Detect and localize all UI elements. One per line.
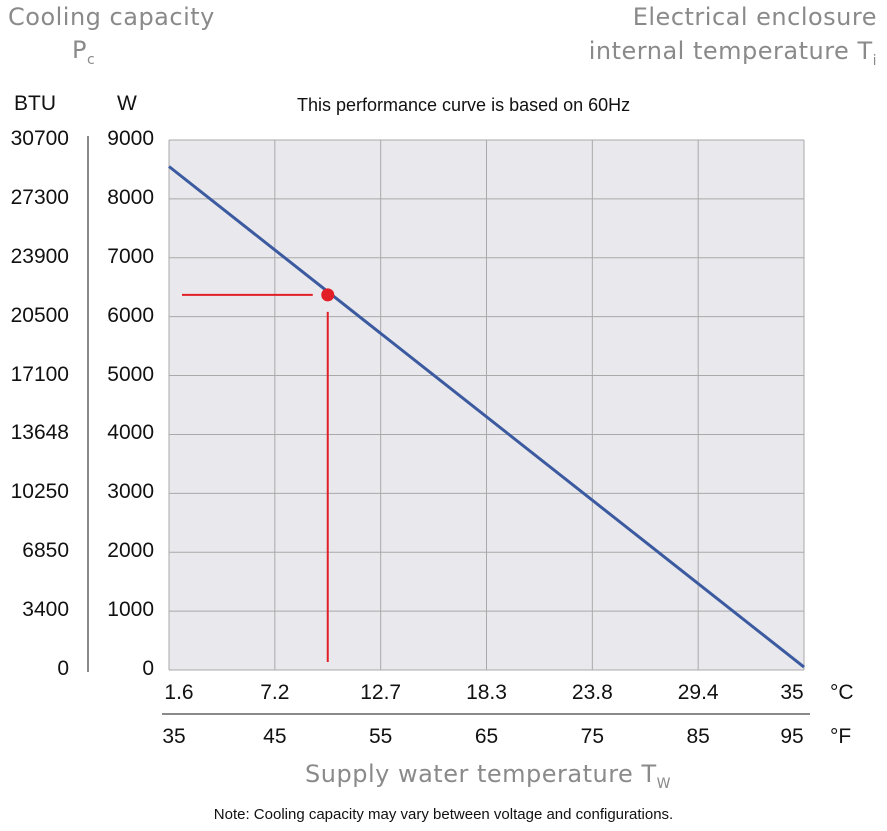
celsius-unit: °C [830,681,854,704]
y-tick-watt: 9000 [107,127,154,150]
internal-temperature-line1: Electrical enclosure [632,3,877,31]
x-tick-celsius: 12.7 [360,681,402,704]
x-tick-celsius: 1.6 [164,681,194,704]
x-tick-celsius: 7.2 [260,681,290,704]
y-axis-title-text: Cooling capacity [8,3,215,31]
btu-unit-label: BTU [14,92,56,115]
y-tick-btu: 10250 [10,480,69,504]
reading-point-marker [321,288,335,302]
x-tick-celsius: 18.3 [466,681,507,704]
internal-temperature-line2: internal temperature Ti [588,37,877,69]
x-tick-fahrenheit: 65 [474,725,499,748]
x-tick-fahrenheit: 85 [686,725,710,748]
x-tick-celsius: 35 [780,681,804,704]
y-tick-watt: 1000 [107,598,154,622]
y-tick-watt: 0 [142,657,154,680]
y-tick-btu: 20500 [10,303,69,327]
x-tick-fahrenheit: 35 [162,725,186,748]
frequency-note: This performance curve is based on 60Hz [297,95,631,115]
cooling-capacity-line [168,165,805,669]
y-tick-btu: 27300 [10,185,69,209]
y-tick-btu: 30700 [10,127,69,150]
grid-lines [168,139,805,671]
y-tick-btu: 6850 [22,539,69,563]
reading-guide-lines [182,293,329,662]
y-tick-btu: 13648 [10,421,69,445]
x-tick-fahrenheit: 95 [780,725,804,748]
x-tick-fahrenheit: 55 [368,725,393,748]
y-tick-watt: 2000 [107,539,154,563]
y-axis-symbol: Pc [72,36,96,68]
y-tick-btu: 3400 [22,598,69,622]
y-tick-watt: 5000 [107,362,154,386]
x-tick-celsius: 29.4 [677,681,719,704]
y-tick-watt: 4000 [107,421,154,445]
x-axis-title: Supply water temperature TW [305,760,671,792]
y-tick-btu: 0 [57,657,69,680]
y-tick-watt: 8000 [107,185,154,209]
x-tick-fahrenheit: 45 [263,725,287,748]
watt-unit-label: W [117,92,137,115]
fahrenheit-unit: °F [830,725,852,748]
x-tick-fahrenheit: 75 [580,725,604,748]
y-tick-watt: 7000 [107,244,154,268]
y-tick-btu: 23900 [10,244,69,268]
internal-temperature-title: Electrical enclosure internal temperatur… [589,3,877,69]
y-axis-title: Cooling capacity Pc [8,3,215,68]
configuration-note: Note: Cooling capacity may vary between … [213,806,674,823]
y-tick-watt: 3000 [107,480,154,504]
y-tick-btu: 17100 [10,362,69,386]
x-tick-celsius: 23.8 [571,681,613,704]
y-tick-watt: 6000 [107,303,154,327]
